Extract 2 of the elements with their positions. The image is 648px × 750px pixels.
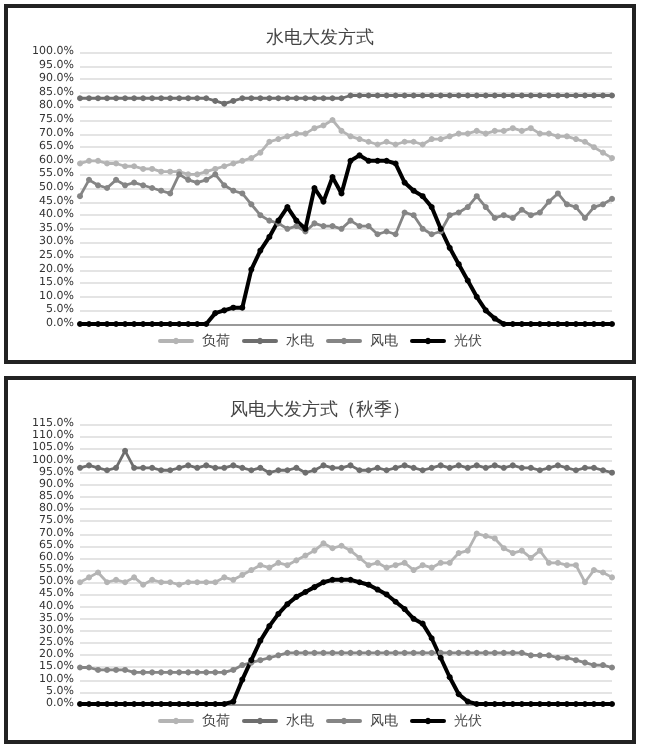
chart-title: 水电大发方式 [266,27,374,49]
chart-title: 风电大发方式（秋季） [230,399,410,421]
